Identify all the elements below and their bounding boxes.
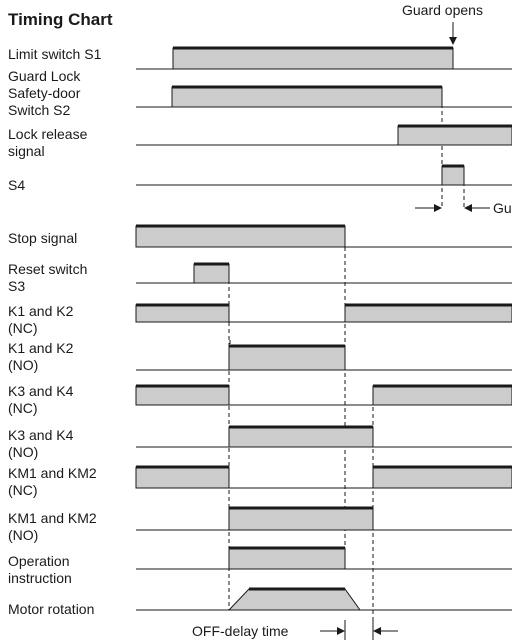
pulse-km12nc-a	[135, 466, 230, 489]
label-lock-line2: signal	[8, 143, 45, 159]
pulse-k12no	[228, 345, 346, 371]
pulse-k34nc-a	[135, 385, 230, 406]
label-km12nc-line1: KM1 and KM2	[8, 465, 97, 481]
pulse-km12no	[228, 507, 374, 531]
label-s2-line1: Guard Lock	[8, 68, 81, 84]
signal-labels: Limit switch S1 Guard Lock Safety-door S…	[8, 46, 102, 617]
off-delay-marker: OFF-delay time	[192, 620, 398, 640]
label-stop: Stop signal	[8, 230, 77, 246]
label-k34no-line1: K3 and K4	[8, 427, 74, 443]
label-s3-line2: S3	[8, 278, 25, 294]
pulse-km12nc-b	[372, 466, 512, 489]
gu-label: Gu	[493, 200, 512, 216]
pulse-op	[228, 547, 346, 570]
label-k12nc-line2: (NC)	[8, 320, 38, 336]
pulse-s4	[441, 165, 465, 186]
label-s3-line1: Reset switch	[8, 261, 87, 277]
label-km12nc-line2: (NC)	[8, 482, 38, 498]
label-op-line2: instruction	[8, 570, 72, 586]
label-k34nc-line2: (NC)	[8, 400, 38, 416]
label-op-line1: Operation	[8, 553, 69, 569]
label-motor: Motor rotation	[8, 601, 94, 617]
label-s1: Limit switch S1	[8, 46, 102, 62]
guard-opens-label: Guard opens	[402, 2, 483, 18]
label-s2-line3: Switch S2	[8, 102, 70, 118]
label-lock-line1: Lock release	[8, 126, 88, 142]
label-s4: S4	[8, 177, 25, 193]
pulse-k34no	[228, 426, 374, 448]
pulse-k34nc-b	[372, 385, 512, 406]
label-k34no-line2: (NO)	[8, 444, 38, 460]
label-km12no-line2: (NO)	[8, 527, 38, 543]
pulse-top-edges	[136, 46, 512, 591]
label-k34nc-line1: K3 and K4	[8, 383, 74, 399]
s4-duration-marker: Gu	[415, 200, 512, 216]
chart-title: Timing Chart	[8, 10, 113, 29]
label-k12no-line1: K1 and K2	[8, 340, 74, 356]
pulse-s2	[171, 86, 443, 108]
pulse-s3	[193, 263, 230, 284]
label-s2-line2: Safety-door	[8, 85, 81, 101]
label-k12nc-line1: K1 and K2	[8, 303, 74, 319]
pulse-lock	[397, 125, 512, 146]
label-km12no-line1: KM1 and KM2	[8, 510, 97, 526]
pulse-s1	[172, 47, 454, 70]
pulse-k12nc-b	[344, 304, 512, 323]
label-k12no-line2: (NO)	[8, 357, 38, 373]
pulse-stop	[135, 225, 346, 248]
pulses	[135, 47, 512, 611]
pulse-motor	[227, 588, 361, 611]
pulse-k12nc-a	[135, 304, 230, 323]
off-delay-label: OFF-delay time	[192, 623, 289, 639]
